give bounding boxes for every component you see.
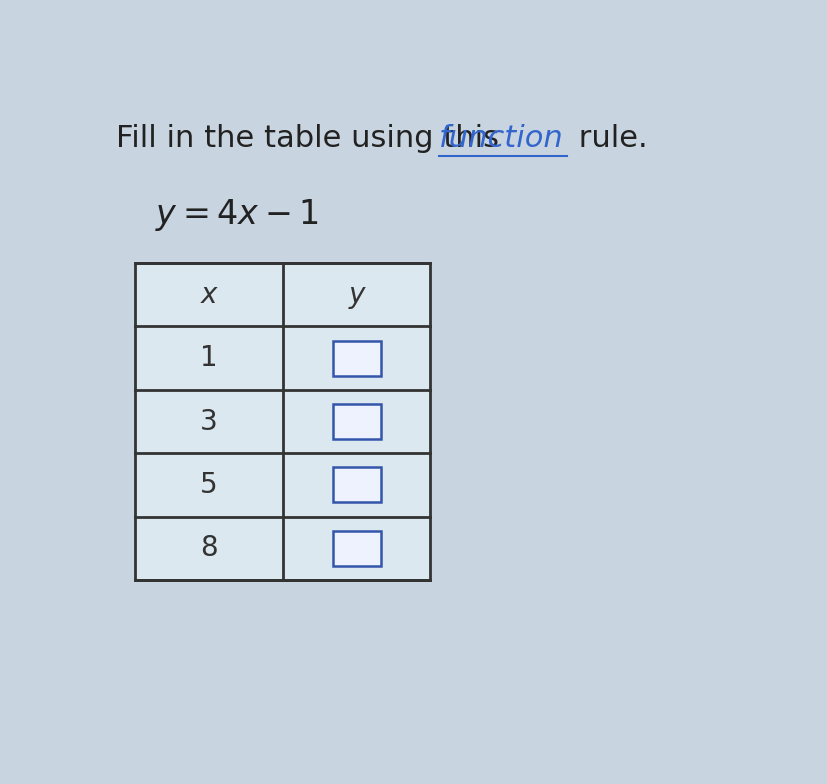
Text: function: function [438, 125, 563, 153]
Bar [332, 341, 380, 376]
Text: rule.: rule. [569, 125, 648, 153]
Text: y: y [348, 281, 365, 309]
Text: x: x [201, 281, 218, 309]
Bar [332, 404, 380, 439]
Text: 8: 8 [200, 535, 218, 562]
Text: 5: 5 [200, 471, 218, 499]
Text: 1: 1 [200, 344, 218, 372]
Bar [332, 531, 380, 566]
Text: Fill in the table using this: Fill in the table using this [116, 125, 509, 153]
Text: 3: 3 [200, 408, 218, 436]
Text: $y=4x-1$: $y=4x-1$ [155, 197, 318, 233]
Bar [332, 467, 380, 503]
